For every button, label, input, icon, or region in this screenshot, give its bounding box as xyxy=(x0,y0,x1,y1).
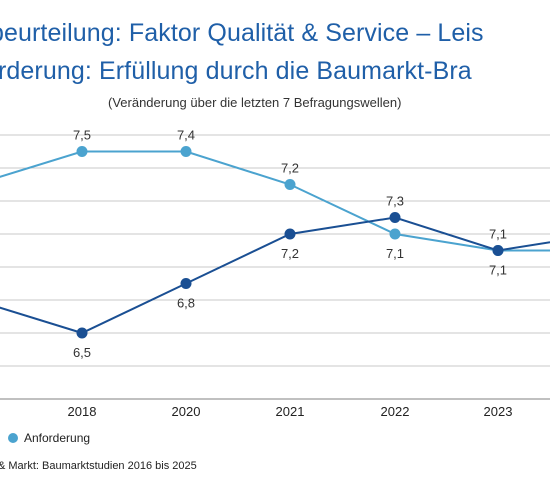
x-tick-label: 2018 xyxy=(68,404,97,419)
series-line-1 xyxy=(0,216,550,335)
legend-label-anforderung: Anforderung xyxy=(24,431,91,445)
data-label: 7,2 xyxy=(281,161,299,176)
data-label: 7,1 xyxy=(489,227,507,242)
data-point xyxy=(389,228,401,240)
data-label: 7,1 xyxy=(386,246,404,261)
data-label: 7,5 xyxy=(73,128,91,143)
data-point xyxy=(76,327,88,339)
data-point xyxy=(492,245,504,256)
x-tick-label: 2020 xyxy=(172,404,201,419)
x-tick-label: 2022 xyxy=(381,404,410,419)
data-point xyxy=(284,179,296,190)
x-tick-label: 2023 xyxy=(484,404,513,419)
chart-title-line-2: rderung: Erfüllung durch die Baumarkt-Br… xyxy=(0,57,472,85)
data-label: 7,1 xyxy=(489,263,507,278)
data-point xyxy=(284,228,296,240)
data-point xyxy=(180,278,192,289)
data-label: 6,8 xyxy=(177,296,195,311)
data-label: 7,4 xyxy=(177,128,195,143)
x-tick-label: 2021 xyxy=(276,404,305,419)
data-point xyxy=(180,146,192,157)
legend: Anforderung xyxy=(8,431,90,445)
data-point xyxy=(76,146,88,157)
source-note: & Markt: Baumarktstudien 2016 bis 2025 xyxy=(0,460,197,472)
line-chart: 2018 2020 2021 2022 2023 7,5 7,4 7,2 7,1 7,1 6,5 6,… xyxy=(0,128,550,419)
data-point xyxy=(389,212,401,223)
data-label: 7,2 xyxy=(281,246,299,261)
chart-title-line-1: beurteilung: Faktor Qualität & Service –… xyxy=(0,19,484,47)
data-label: 6,5 xyxy=(73,345,91,360)
legend-marker-anforderung xyxy=(8,433,18,443)
data-label: 7,3 xyxy=(386,194,404,209)
chart-subtitle: (Veränderung über die letzten 7 Befragun… xyxy=(108,95,402,110)
